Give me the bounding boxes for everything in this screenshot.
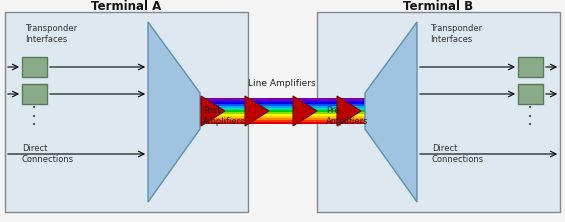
Polygon shape xyxy=(337,96,361,126)
Bar xyxy=(200,118,365,120)
Bar xyxy=(200,100,365,102)
Bar xyxy=(200,108,365,110)
Bar xyxy=(200,112,365,114)
Bar xyxy=(22,84,47,104)
Bar xyxy=(5,12,248,212)
Polygon shape xyxy=(148,22,200,202)
Text: Pre
Amplifiers: Pre Amplifiers xyxy=(326,106,368,126)
Bar xyxy=(200,98,365,100)
Bar xyxy=(22,57,47,77)
Polygon shape xyxy=(201,96,225,126)
Polygon shape xyxy=(365,22,417,202)
Text: Transponder
Interfaces: Transponder Interfaces xyxy=(430,24,482,44)
Polygon shape xyxy=(245,96,269,126)
Text: •
•
•: • • • xyxy=(528,105,532,129)
Bar xyxy=(200,110,365,112)
Bar xyxy=(200,106,365,108)
Bar xyxy=(200,114,365,116)
Text: Post
Amplifiers: Post Amplifiers xyxy=(203,106,246,126)
Bar xyxy=(317,12,560,212)
Bar xyxy=(518,84,543,104)
Text: Direct
Connections: Direct Connections xyxy=(432,144,484,164)
Text: Terminal B: Terminal B xyxy=(403,0,473,14)
Bar xyxy=(200,116,365,118)
Text: Line Amplifiers: Line Amplifiers xyxy=(248,79,316,88)
Text: •
•
•: • • • xyxy=(32,105,36,129)
Bar xyxy=(200,104,365,106)
Text: Transponder
Interfaces: Transponder Interfaces xyxy=(25,24,77,44)
Polygon shape xyxy=(293,96,317,126)
Bar xyxy=(200,102,365,104)
Text: Terminal A: Terminal A xyxy=(91,0,161,14)
Bar xyxy=(200,120,365,122)
Bar xyxy=(518,57,543,77)
Bar xyxy=(200,122,365,124)
Text: Direct
Connections: Direct Connections xyxy=(22,144,74,164)
